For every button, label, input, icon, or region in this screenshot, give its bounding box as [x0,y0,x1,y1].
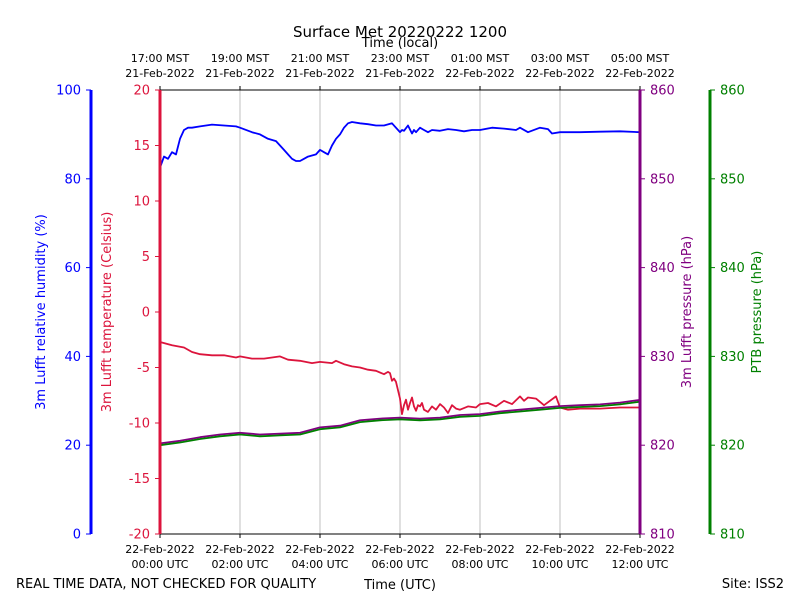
axis-tick-label-temp: 15 [133,139,150,154]
top-tick-date: 21-Feb-2022 [285,67,354,80]
axis-tick-label-pres: 810 [650,528,675,543]
axis-tick-label-temp: -15 [129,472,150,487]
axis-tick-label-pres: 820 [650,439,675,454]
axis-tick-label-pres: 840 [650,261,675,276]
axis-tick-label-rh: 80 [64,172,81,187]
axis-tick-label-rh: 60 [64,261,81,276]
bottom-tick-time: 02:00 UTC [211,558,268,571]
axis-tick-label-ptb: 830 [720,350,745,365]
axis-tick-label-rh: 0 [73,528,81,543]
axis-tick-label-pres: 860 [650,84,675,99]
bottom-tick-time: 06:00 UTC [371,558,428,571]
top-tick-time: 17:00 MST [131,52,190,65]
top-tick-time: 05:00 MST [611,52,670,65]
bottom-tick-date: 22-Feb-2022 [445,543,514,556]
top-tick-time: 01:00 MST [451,52,510,65]
axis-tick-label-temp: -5 [137,361,150,376]
axis-label-temp: 3m Lufft temperature (Celsius) [100,212,115,413]
axis-label-rh: 3m Lufft relative humidity (%) [34,214,49,410]
axis-tick-label-temp: -10 [129,417,150,432]
quality-disclaimer: REAL TIME DATA, NOT CHECKED FOR QUALITY [16,577,316,592]
axis-tick-label-ptb: 820 [720,439,745,454]
top-tick-time: 03:00 MST [531,52,590,65]
axis-tick-label-temp: 10 [133,195,150,210]
axis-tick-label-ptb: 860 [720,84,745,99]
axis-tick-label-rh: 100 [56,84,81,99]
top-tick-time: 19:00 MST [211,52,270,65]
bottom-tick-date: 22-Feb-2022 [605,543,674,556]
axis-tick-label-pres: 830 [650,350,675,365]
chart-title: Surface Met 20220222 1200 [293,23,507,41]
series-layer [159,121,641,447]
axis-tick-label-ptb: 840 [720,261,745,276]
top-tick-date: 21-Feb-2022 [365,67,434,80]
top-tick-time: 21:00 MST [291,52,350,65]
series-line-temp [159,341,640,415]
top-tick-date: 21-Feb-2022 [125,67,194,80]
axis-tick-label-rh: 40 [64,350,81,365]
axis-tick-label-pres: 850 [650,172,675,187]
axis-tick-label-ptb: 810 [720,528,745,543]
axis-label-ptb: PTB pressure (hPa) [750,251,765,374]
bottom-tick-time: 10:00 UTC [531,558,588,571]
bottom-tick-date: 22-Feb-2022 [125,543,194,556]
top-tick-date: 22-Feb-2022 [445,67,514,80]
axis-tick-label-temp: 20 [133,84,150,99]
bottom-axis-label: Time (UTC) [363,578,436,593]
axis-tick-label-temp: -20 [129,528,150,543]
axis-tick-label-ptb: 850 [720,172,745,187]
series-line-ptb [159,400,641,447]
top-tick-date: 21-Feb-2022 [205,67,274,80]
top-tick-date: 22-Feb-2022 [525,67,594,80]
bottom-tick-date: 22-Feb-2022 [205,543,274,556]
gridlines [239,90,561,534]
axis-tick-label-temp: 5 [142,250,150,265]
bottom-tick-date: 22-Feb-2022 [285,543,354,556]
series-line-rh [159,121,641,169]
bottom-tick-time: 04:00 UTC [291,558,348,571]
site-label: Site: ISS2 [722,577,784,592]
bottom-tick-time: 00:00 UTC [131,558,188,571]
bottom-tick-date: 22-Feb-2022 [525,543,594,556]
bottom-tick-time: 08:00 UTC [451,558,508,571]
axes-layer: 22-Feb-2022 00:00 UTC 22-Feb-2022 02:00 UTC… [34,52,765,571]
axis-tick-label-rh: 20 [64,439,81,454]
axis-tick-label-temp: 0 [142,306,150,321]
top-tick-date: 22-Feb-2022 [605,67,674,80]
bottom-tick-time: 12:00 UTC [611,558,668,571]
top-axis-label: Time (local) [361,36,438,51]
axis-label-pres: 3m Lufft pressure (hPa) [680,236,695,388]
series-line-pres [159,399,641,445]
top-tick-time: 23:00 MST [371,52,430,65]
bottom-tick-date: 22-Feb-2022 [365,543,434,556]
